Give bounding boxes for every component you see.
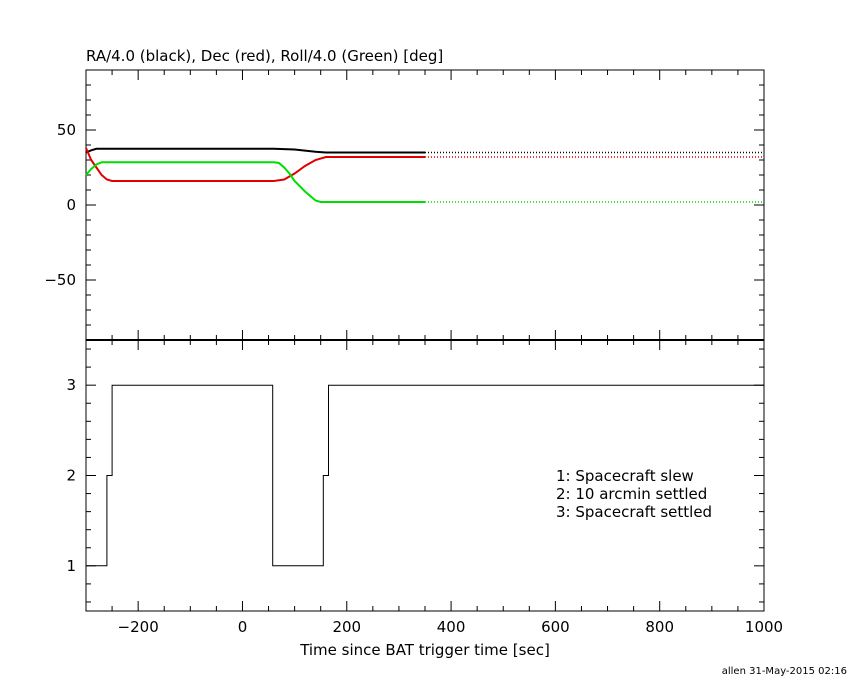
y-tick-label: 3	[66, 376, 76, 394]
x-tick-label: 400	[437, 618, 466, 636]
y-tick-label: 0	[66, 196, 76, 214]
y-tick-label: 2	[66, 467, 76, 485]
x-tick-label: 0	[238, 618, 248, 636]
legend-entry: 3: Spacecraft settled	[556, 503, 712, 521]
series-line	[85, 147, 425, 182]
x-axis-label: Time since BAT trigger time [sec]	[299, 641, 550, 659]
chart-title: RA/4.0 (black), Dec (red), Roll/4.0 (Gre…	[86, 47, 443, 65]
series-line	[86, 384, 764, 567]
y-tick-label: 1	[66, 557, 76, 575]
x-tick-label: 800	[645, 618, 674, 636]
x-tick-label: 200	[332, 618, 361, 636]
x-tick-label: −200	[118, 618, 159, 636]
series-line	[85, 161, 425, 203]
plot-frame	[85, 69, 765, 341]
legend-entry: 2: 10 arcmin settled	[556, 485, 707, 503]
x-tick-label: 1000	[745, 618, 783, 636]
footer-timestamp: allen 31-May-2015 02:16	[722, 666, 847, 677]
y-tick-label: 50	[57, 121, 76, 139]
bottom-panel: 1 2 3 −200 0 200 400 600 800 1000 1: Spacecraft sl…	[66, 339, 783, 636]
legend-entry: 1: Spacecraft slew	[556, 467, 694, 485]
series-line	[85, 147, 425, 154]
x-tick-label: 600	[541, 618, 570, 636]
y-tick-label: −50	[44, 271, 76, 289]
top-panel: 50 0 −50	[44, 69, 765, 341]
